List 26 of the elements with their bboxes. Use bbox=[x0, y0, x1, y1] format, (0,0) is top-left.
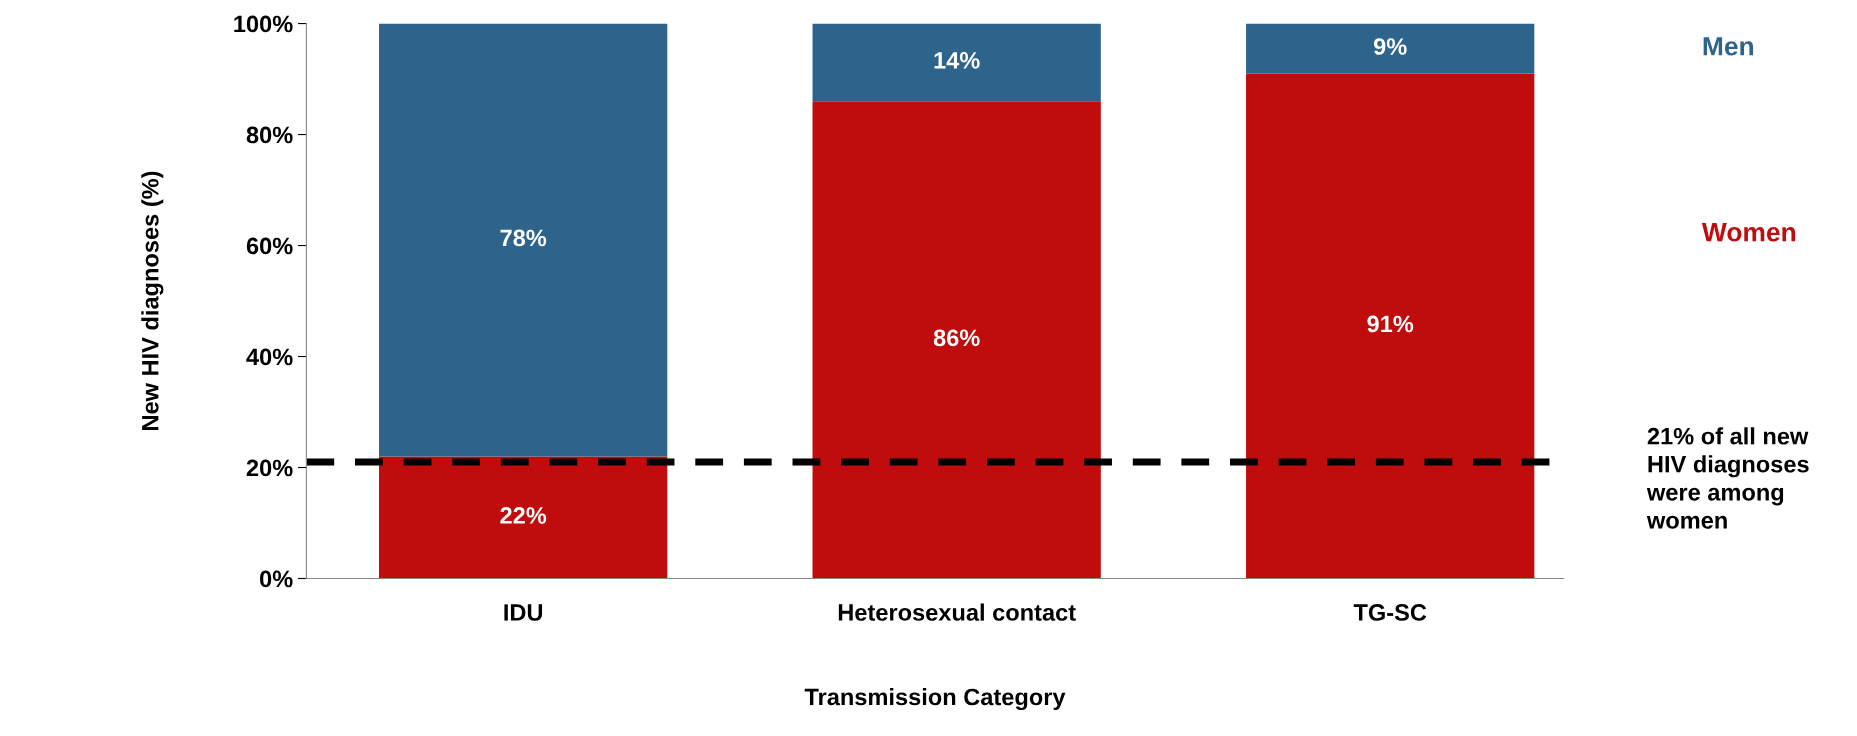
y-tick-label: 80% bbox=[246, 126, 293, 144]
data-label: 78% bbox=[500, 229, 547, 247]
data-label: 9% bbox=[1373, 38, 1407, 55]
x-axis-title: Transmission Category bbox=[804, 688, 1066, 711]
y-axis-title: New HIV diagnoses (%) bbox=[141, 171, 164, 430]
ref-line-label: 21% of all new HIV diagnoses were among women bbox=[1646, 427, 1809, 529]
bar bbox=[812, 101, 1101, 579]
text: Men bbox=[1703, 37, 1754, 56]
data-label: 22% bbox=[500, 507, 547, 524]
x-tick-label: IDU bbox=[504, 604, 543, 621]
text: Women bbox=[1701, 223, 1796, 242]
y-tick-label: 100% bbox=[234, 15, 293, 33]
bar bbox=[812, 23, 1101, 102]
y-tick-label: 40% bbox=[246, 348, 293, 366]
y-tick-label: 20% bbox=[246, 459, 293, 477]
x-tick-label: TG-SC bbox=[1353, 604, 1427, 621]
data-label: 14% bbox=[934, 52, 980, 69]
y-tick-label: 60% bbox=[246, 237, 293, 255]
data-label: 91% bbox=[1367, 315, 1414, 333]
bar bbox=[379, 456, 668, 579]
bar bbox=[1246, 23, 1535, 74]
bar bbox=[1246, 73, 1535, 579]
y-tick-label: 0% bbox=[260, 570, 293, 588]
bar bbox=[379, 23, 668, 457]
x-tick-label: Heterosexual contact bbox=[838, 603, 1076, 621]
data-label: 86% bbox=[933, 329, 980, 347]
